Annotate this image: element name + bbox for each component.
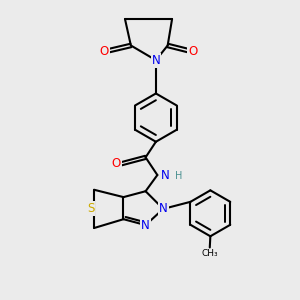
- Text: N: N: [161, 169, 170, 182]
- Text: O: O: [188, 45, 197, 58]
- Text: H: H: [175, 171, 182, 181]
- Text: O: O: [100, 45, 109, 58]
- Text: S: S: [87, 202, 94, 215]
- Text: O: O: [112, 157, 121, 170]
- Text: N: N: [141, 219, 150, 232]
- Text: N: N: [152, 54, 160, 67]
- Text: CH₃: CH₃: [202, 249, 218, 258]
- Text: N: N: [159, 202, 168, 215]
